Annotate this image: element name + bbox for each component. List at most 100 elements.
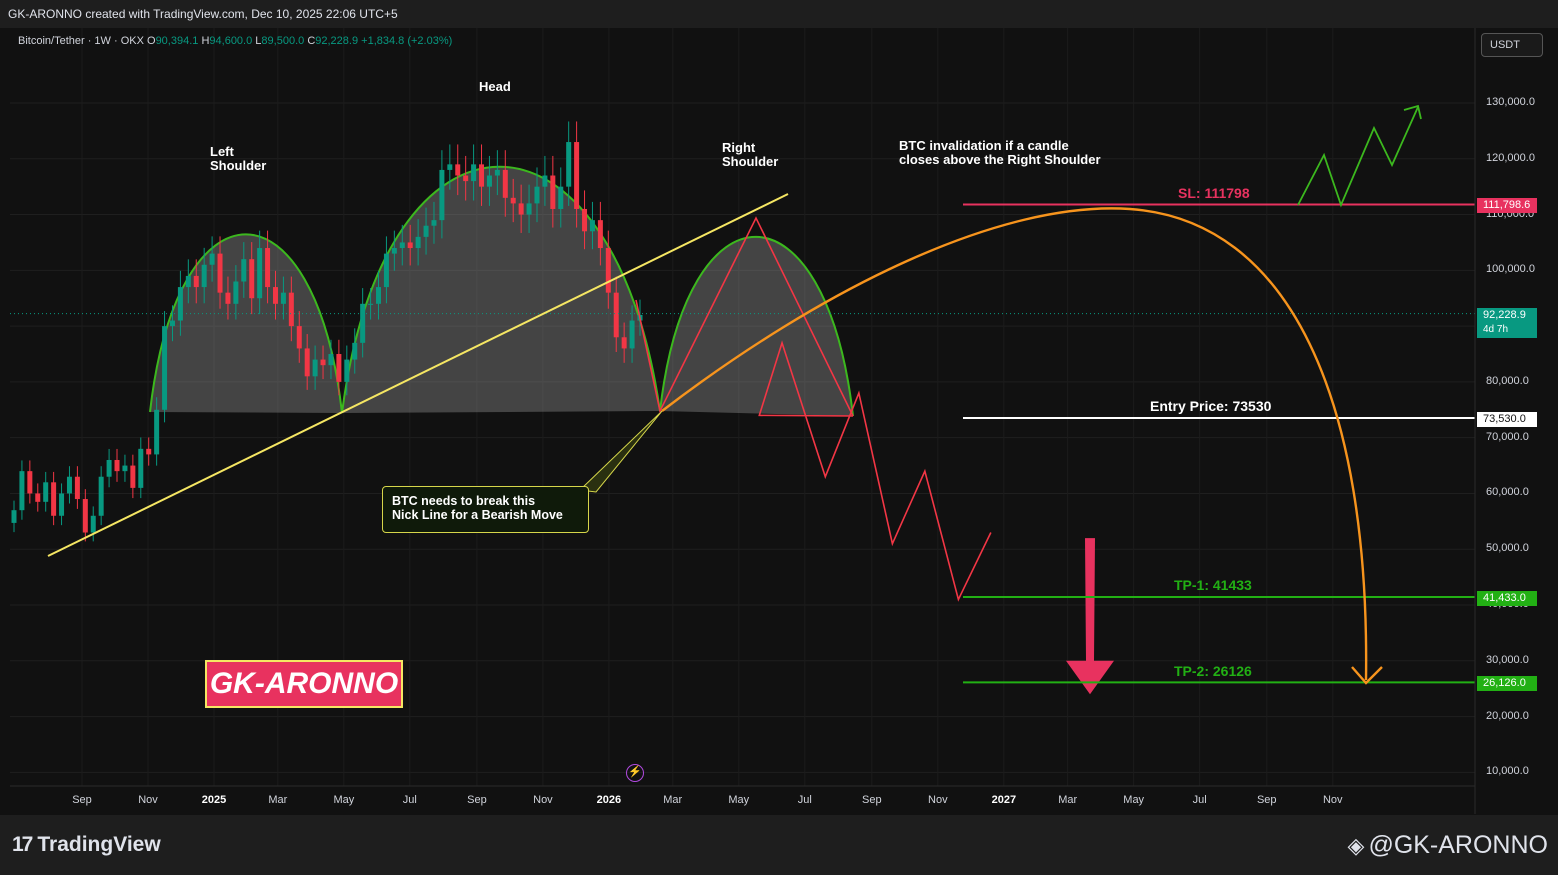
legend-close-label: C	[307, 35, 316, 47]
left-shoulder-curve	[149, 233, 343, 414]
time-tick: Nov	[928, 794, 948, 806]
overlay-group	[10, 104, 1475, 695]
brand-watermark: GK-ARONNO	[205, 660, 403, 708]
candle-body	[582, 208, 588, 232]
candle-body	[296, 326, 302, 349]
candle-body	[344, 359, 350, 382]
legend-high: 94,600.0	[209, 35, 253, 47]
candle-body	[241, 259, 247, 282]
neckline	[47, 193, 789, 557]
time-tick: 2027	[991, 794, 1017, 806]
candle-body	[613, 292, 619, 338]
price-tick: 80,000.0	[1486, 374, 1529, 387]
candle-body	[407, 242, 413, 249]
legend-low-label: L	[255, 35, 262, 47]
candle-body	[11, 510, 17, 523]
price-tick: 60,000.0	[1486, 486, 1529, 499]
price-tick: 50,000.0	[1486, 542, 1529, 555]
time-tick: Jul	[1192, 794, 1207, 806]
tp1-line-label: TP-1: 41433	[1174, 577, 1252, 593]
candle-body	[621, 337, 627, 349]
candle-body	[201, 264, 207, 288]
legend-close: 92,228.9	[315, 35, 359, 47]
candle-body	[368, 303, 374, 305]
candle-body	[146, 448, 152, 455]
candle-body	[542, 175, 548, 187]
time-tick: May	[728, 794, 750, 806]
candle-body	[336, 354, 342, 382]
tradingview-logo[interactable]: 17 TradingView	[12, 833, 161, 857]
candle-body	[589, 220, 595, 232]
candle-body	[288, 292, 294, 327]
candle-body	[98, 476, 104, 516]
candle-body	[74, 476, 80, 500]
time-tick: Nov	[138, 794, 158, 806]
invalidation-label-2: closes above the Right Shoulder	[899, 152, 1101, 167]
time-tick: Sep	[467, 794, 487, 806]
right-shoulder-label-2: Shoulder	[722, 154, 779, 169]
candle-body	[177, 287, 183, 321]
candle-body	[209, 253, 215, 265]
candle-body	[27, 471, 33, 494]
time-tick: May	[1123, 794, 1145, 806]
current-price-label: 92,228.9 4d 7h	[1477, 308, 1537, 338]
currency-button[interactable]: USDT	[1481, 33, 1543, 57]
head-fill	[342, 166, 660, 413]
candle-body	[265, 248, 271, 288]
candle-body	[423, 225, 429, 237]
neckline-note-line-2: Nick Line for a Bearish Move	[392, 508, 563, 522]
candle-body	[122, 465, 128, 472]
time-tick: Mar	[663, 794, 683, 806]
candle-body	[510, 197, 516, 204]
time-tick: 2025	[201, 794, 227, 806]
candle-body	[193, 275, 199, 288]
candle-body	[494, 169, 500, 176]
time-tick: Nov	[533, 794, 553, 806]
tradingview-logo-icon: 17	[12, 833, 33, 856]
time-tick: Mar	[1058, 794, 1078, 806]
candle-body	[415, 236, 421, 249]
tp2-line-label: TP-2: 26126	[1174, 663, 1252, 679]
candle-body	[43, 482, 49, 502]
candle-body	[574, 142, 580, 209]
candle-body	[486, 175, 492, 187]
candle-body	[399, 242, 405, 249]
right-shoulder-fill	[660, 236, 853, 416]
candle-body	[431, 220, 437, 226]
candle-body	[629, 320, 635, 349]
entry-price-label: 73,530.0	[1477, 412, 1537, 427]
time-tick: Sep	[862, 794, 882, 806]
candle-body	[114, 459, 120, 472]
countdown-value: 4d 7h	[1483, 324, 1509, 335]
sl-price-label: 111,798.6	[1477, 198, 1537, 213]
candle-body	[526, 203, 532, 215]
price-tick: 70,000.0	[1486, 430, 1529, 443]
right-shoulder-curve	[659, 236, 854, 417]
candle-body	[162, 326, 168, 410]
candle-body	[90, 515, 96, 533]
time-tick: 2026	[596, 794, 622, 806]
candle-body	[233, 281, 239, 304]
candle-body	[447, 164, 453, 170]
candle-body	[272, 287, 278, 304]
candle-body	[328, 354, 334, 366]
candle-body	[19, 471, 25, 511]
candle-body	[280, 292, 286, 304]
time-tick: Mar	[268, 794, 288, 806]
candle-body	[169, 320, 175, 327]
right-shoulder-path	[635, 216, 854, 417]
candle-body	[558, 186, 564, 209]
price-tick: 30,000.0	[1486, 653, 1529, 666]
legend-open: 90,394.1	[155, 35, 199, 47]
candle-body	[534, 186, 540, 204]
candle-body	[185, 275, 191, 288]
candle-body	[463, 175, 469, 182]
price-tick: 20,000.0	[1486, 709, 1529, 722]
candle-body	[455, 164, 461, 176]
candle-body	[130, 465, 136, 488]
candle-body	[471, 164, 477, 182]
candle-body	[550, 175, 556, 209]
candle-body	[225, 292, 231, 304]
lightning-icon[interactable]: ⚡	[626, 764, 644, 782]
candle-body	[312, 359, 318, 377]
